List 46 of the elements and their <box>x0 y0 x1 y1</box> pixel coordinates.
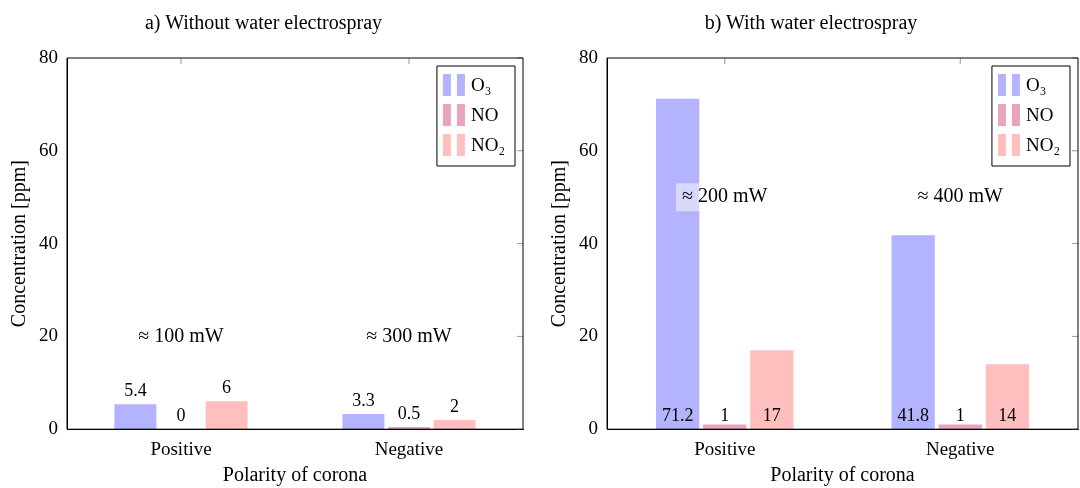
x-tick-label: Negative <box>374 437 444 459</box>
data-label: 0.5 <box>397 402 421 423</box>
y-tick-label: 80 <box>579 45 598 67</box>
data-label: 0 <box>176 404 186 425</box>
x-axis-title: Polarity of corona <box>222 463 368 487</box>
data-label: 17 <box>762 404 781 425</box>
y-tick-label: 60 <box>579 138 598 160</box>
annotation: ≈ 300 mW <box>366 323 452 346</box>
y-tick-label: 0 <box>588 417 598 439</box>
y-tick-label: 20 <box>579 324 598 346</box>
y-tick-label: 40 <box>39 231 58 253</box>
y-tick-label: 0 <box>48 417 58 439</box>
x-tick-label: Negative <box>925 437 995 459</box>
legend-label: NO₂ <box>1025 133 1061 155</box>
data-label: 6 <box>222 377 232 398</box>
bar <box>985 364 1030 430</box>
data-label: 3.3 <box>352 389 375 410</box>
x-axis-title: Polarity of corona <box>770 463 915 487</box>
bar <box>891 235 935 430</box>
data-label: 2 <box>450 395 460 416</box>
data-label: 1 <box>955 404 965 425</box>
legend-label: O₃ <box>1025 73 1047 95</box>
data-label: 5.4 <box>124 379 147 400</box>
bar <box>750 350 794 430</box>
data-label: 14 <box>998 404 1017 425</box>
bar <box>655 98 700 430</box>
data-label: 71.2 <box>661 404 694 425</box>
legend-label: O₃ <box>470 73 492 95</box>
legend-label: NO₂ <box>470 133 506 155</box>
chart-title: b) With water electrospray <box>704 11 918 35</box>
chart-title: a) Without water electrospray <box>144 11 383 35</box>
annotation: ≈ 400 mW <box>917 184 1004 207</box>
y-tick-label: 40 <box>579 231 598 253</box>
y-tick-label: 20 <box>39 324 58 346</box>
legend-label: NO <box>1025 103 1054 125</box>
y-tick-label: 80 <box>39 45 58 67</box>
x-tick-label: Positive <box>694 437 756 459</box>
legend-label: NO <box>470 103 499 125</box>
annotation: ≈ 100 mW <box>138 323 224 346</box>
y-axis-title: Concentration [ppm] <box>547 160 571 328</box>
annotation: ≈ 200 mW <box>682 184 768 207</box>
x-tick-label: Positive <box>150 437 212 459</box>
data-label: 41.8 <box>897 404 929 425</box>
y-axis-title: Concentration [ppm] <box>7 160 31 328</box>
data-label: 1 <box>720 404 730 425</box>
y-tick-label: 60 <box>39 138 58 160</box>
